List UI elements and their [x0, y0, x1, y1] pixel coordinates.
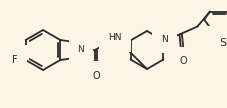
Text: HN: HN — [108, 33, 122, 43]
Text: F: F — [12, 55, 17, 65]
Text: O: O — [92, 71, 100, 81]
Text: N: N — [78, 45, 84, 55]
Text: O: O — [180, 56, 187, 67]
Text: N: N — [161, 35, 168, 44]
Text: S: S — [219, 37, 226, 48]
